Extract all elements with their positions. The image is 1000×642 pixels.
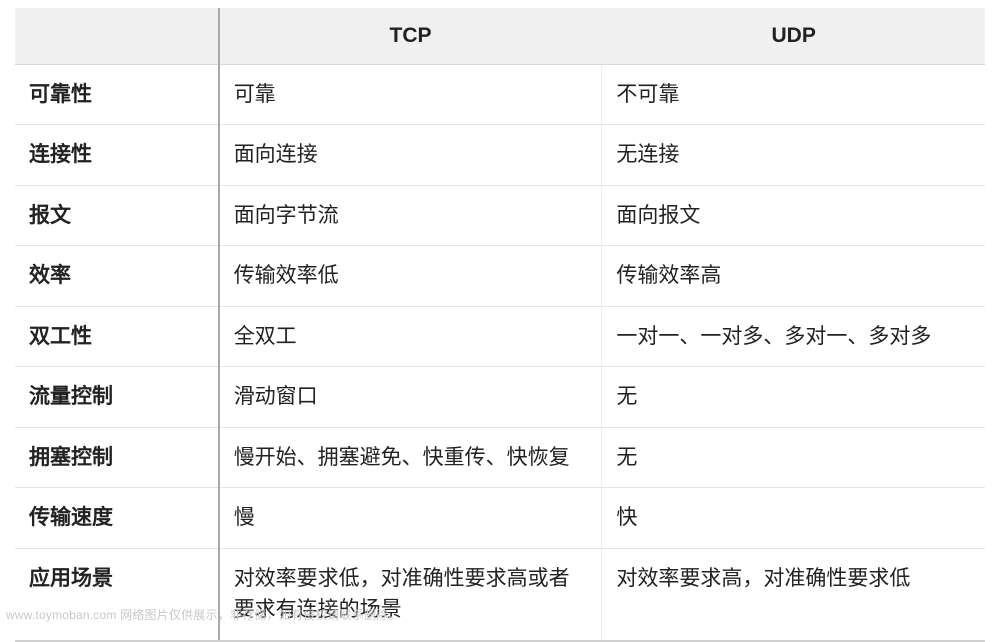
cell-tcp: 对效率要求低，对准确性要求高或者要求有连接的场景 (219, 548, 602, 641)
cell-tcp: 滑动窗口 (219, 367, 602, 428)
table-row: 双工性 全双工 一对一、一对多、多对一、多对多 (15, 306, 985, 367)
table-row: 报文 面向字节流 面向报文 (15, 185, 985, 246)
row-label: 拥塞控制 (15, 427, 219, 488)
cell-udp: 一对一、一对多、多对一、多对多 (602, 306, 985, 367)
cell-udp: 快 (602, 488, 985, 549)
table-row: 拥塞控制 慢开始、拥塞避免、快重传、快恢复 无 (15, 427, 985, 488)
row-label: 报文 (15, 185, 219, 246)
cell-tcp: 传输效率低 (219, 246, 602, 307)
table-row: 连接性 面向连接 无连接 (15, 125, 985, 186)
cell-tcp: 慢开始、拥塞避免、快重传、快恢复 (219, 427, 602, 488)
row-label: 可靠性 (15, 64, 219, 125)
col-header-tcp: TCP (219, 8, 602, 64)
cell-udp: 无 (602, 367, 985, 428)
row-label: 应用场景 (15, 548, 219, 641)
table-row: 可靠性 可靠 不可靠 (15, 64, 985, 125)
cell-udp: 对效率要求高，对准确性要求低 (602, 548, 985, 641)
cell-tcp: 面向连接 (219, 125, 602, 186)
col-header-empty (15, 8, 219, 64)
table-row: 流量控制 滑动窗口 无 (15, 367, 985, 428)
row-label: 流量控制 (15, 367, 219, 428)
table-header: TCP UDP (15, 8, 985, 64)
row-label: 传输速度 (15, 488, 219, 549)
cell-tcp: 可靠 (219, 64, 602, 125)
cell-tcp: 面向字节流 (219, 185, 602, 246)
table-row: 效率 传输效率低 传输效率高 (15, 246, 985, 307)
cell-tcp: 慢 (219, 488, 602, 549)
cell-udp: 面向报文 (602, 185, 985, 246)
row-label: 双工性 (15, 306, 219, 367)
watermark-text: www.toymoban.com 网络图片仅供展示，非存储，如有侵权请联系删除。 (6, 606, 401, 623)
comparison-table: TCP UDP 可靠性 可靠 不可靠 连接性 面向连接 无连接 报文 面向字节流… (15, 8, 985, 642)
cell-tcp: 全双工 (219, 306, 602, 367)
cell-udp: 无连接 (602, 125, 985, 186)
cell-udp: 无 (602, 427, 985, 488)
row-label: 效率 (15, 246, 219, 307)
table-row: 应用场景 对效率要求低，对准确性要求高或者要求有连接的场景 对效率要求高，对准确… (15, 548, 985, 641)
cell-udp: 不可靠 (602, 64, 985, 125)
col-header-udp: UDP (602, 8, 985, 64)
row-label: 连接性 (15, 125, 219, 186)
table-body: 可靠性 可靠 不可靠 连接性 面向连接 无连接 报文 面向字节流 面向报文 效率… (15, 64, 985, 641)
table-row: 传输速度 慢 快 (15, 488, 985, 549)
cell-udp: 传输效率高 (602, 246, 985, 307)
